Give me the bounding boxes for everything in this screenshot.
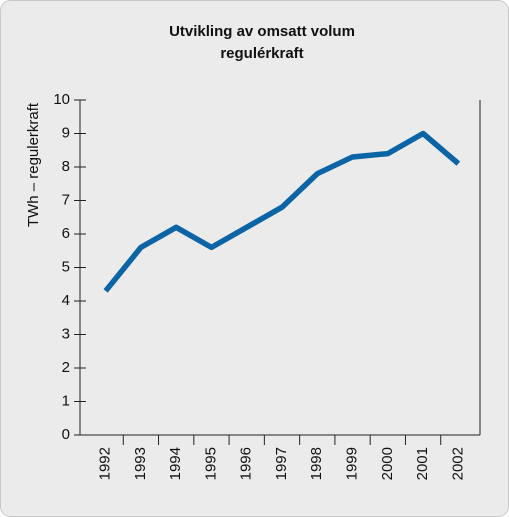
x-tick-label: 2002 xyxy=(449,447,466,480)
x-tick-label: 1996 xyxy=(238,447,255,480)
chart-title: Utvikling av omsatt volum xyxy=(169,23,355,40)
x-tick-label: 1997 xyxy=(273,447,290,480)
y-tick-label: 3 xyxy=(62,325,70,342)
y-tick-label: 2 xyxy=(62,359,70,376)
y-axis-label: TWh – regulerkraft xyxy=(25,102,42,227)
chart-title: regulérkraft xyxy=(220,45,303,62)
x-tick-label: 1995 xyxy=(202,447,219,480)
x-tick-label: 1992 xyxy=(97,447,114,480)
x-tick-label: 1998 xyxy=(308,447,325,480)
y-tick-label: 4 xyxy=(62,292,70,309)
x-tick-label: 1993 xyxy=(132,447,149,480)
y-tick-label: 6 xyxy=(62,225,70,242)
x-tick-label: 2001 xyxy=(414,447,431,480)
y-tick-label: 7 xyxy=(62,191,70,208)
y-tick-label: 10 xyxy=(53,91,70,108)
data-line xyxy=(103,130,461,293)
y-tick-label: 0 xyxy=(62,426,70,443)
y-tick-label: 1 xyxy=(62,392,70,409)
y-tick-label: 9 xyxy=(62,124,70,141)
x-tick-label: 1999 xyxy=(344,447,361,480)
x-tick-label: 2000 xyxy=(379,447,396,480)
y-tick-label: 8 xyxy=(62,158,70,175)
x-tick-label: 1994 xyxy=(167,447,184,480)
y-tick-label: 5 xyxy=(62,258,70,275)
